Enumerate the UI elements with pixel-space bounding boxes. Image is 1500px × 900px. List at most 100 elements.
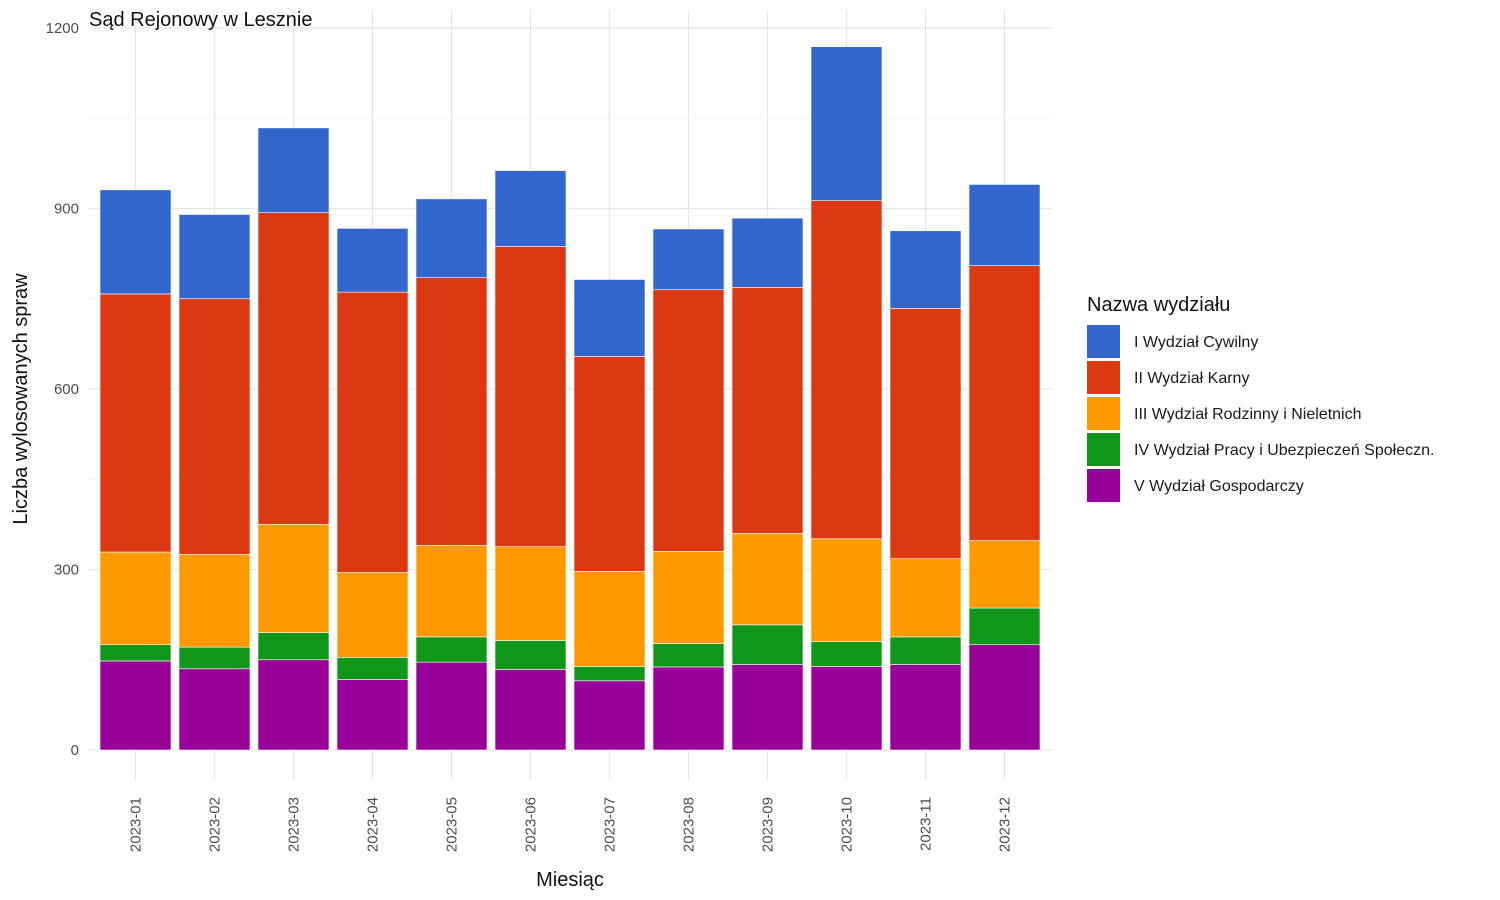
bar-stack-2023-03 [257, 127, 330, 751]
bar-segment [652, 643, 725, 668]
x-axis-ticks: 2023-01 2023-02 2023-03 2023-04 2023-05 2023-… [128, 797, 1014, 852]
bar-stack-2023-08 [652, 228, 725, 751]
legend-item: V Wydział Gospodarczy [1087, 469, 1304, 502]
bar-stack-2023-01 [99, 189, 172, 751]
x-tick-label: 2023-02 [207, 797, 224, 852]
legend-item: III Wydział Rodzinny i Nieletnich [1087, 397, 1362, 430]
bar-segment [336, 228, 409, 293]
legend-item: IV Wydział Pracy i Ubezpieczeń Społeczn. [1087, 433, 1434, 466]
bar-segment [968, 265, 1041, 541]
bar-stack-2023-06 [494, 170, 567, 751]
bar-segment [178, 214, 251, 300]
y-axis-title: Liczba wylosowanych spraw [10, 273, 32, 525]
bar-segment [889, 636, 962, 665]
x-tick-label: 2023-04 [365, 797, 382, 852]
bar-segment [99, 660, 172, 751]
y-tick-label: 0 [71, 742, 79, 759]
x-axis-title: Miesiąc [536, 869, 604, 891]
bar-segment [731, 664, 804, 751]
bar-stack-2023-10 [810, 46, 883, 751]
y-axis-ticks: 0 300 600 900 1200 [46, 20, 79, 759]
chart-title: Sąd Rejonowy w Lesznie [89, 9, 312, 31]
legend-items: I Wydział Cywilny II Wydział Karny III Wyd… [1087, 325, 1434, 502]
bar-segment [731, 533, 804, 626]
bar-segment [336, 291, 409, 573]
bar-segment [968, 540, 1041, 609]
bar-segment [652, 228, 725, 291]
bar-segment [573, 666, 646, 682]
bar-segment [336, 572, 409, 658]
x-tick-label: 2023-03 [286, 797, 303, 852]
bar-segment [494, 546, 567, 641]
bar-segment [415, 636, 488, 663]
y-tick-label: 600 [54, 381, 79, 398]
legend-label: I Wydział Cywilny [1134, 334, 1258, 351]
legend-item: II Wydział Karny [1087, 361, 1249, 394]
bar-segment [889, 308, 962, 559]
x-tick-label: 2023-11 [918, 797, 935, 851]
bar-segment [415, 661, 488, 751]
y-tick-label: 1200 [46, 20, 79, 37]
bar-segment [889, 230, 962, 309]
legend-swatch [1087, 361, 1120, 394]
legend-swatch [1087, 325, 1120, 358]
bar-stack-2023-07 [573, 279, 646, 751]
x-tick-label: 2023-10 [839, 797, 856, 852]
legend-swatch [1087, 433, 1120, 466]
bar-segment [494, 170, 567, 247]
bar-segment [257, 127, 330, 214]
bar-segment [99, 189, 172, 295]
bar-segment [178, 554, 251, 648]
bar-segment [99, 551, 172, 646]
bar-segment [810, 666, 883, 751]
bar-segment [652, 551, 725, 644]
bar-segment [573, 356, 646, 572]
x-tick-label: 2023-06 [523, 797, 540, 852]
bar-segment [494, 246, 567, 547]
bar-segment [99, 644, 172, 662]
bar-segment [573, 571, 646, 667]
bars [99, 46, 1041, 751]
bar-stack-2023-09 [731, 217, 804, 751]
bar-segment [415, 545, 488, 638]
bar-segment [178, 646, 251, 670]
bar-segment [178, 298, 251, 555]
x-tick-label: 2023-07 [602, 797, 619, 852]
bar-stack-2023-05 [415, 198, 488, 751]
bar-segment [968, 644, 1041, 751]
y-tick-label: 300 [54, 562, 79, 579]
bar-stack-2023-12 [968, 184, 1041, 751]
legend-label: III Wydział Rodzinny i Nieletnich [1134, 406, 1362, 423]
bar-segment [810, 538, 883, 643]
y-tick-label: 900 [54, 201, 79, 218]
bar-segment [415, 277, 488, 546]
bar-segment [573, 279, 646, 357]
bar-segment [415, 198, 488, 278]
bar-segment [336, 679, 409, 751]
bar-segment [573, 680, 646, 751]
bar-segment [257, 659, 330, 751]
x-tick-label: 2023-08 [681, 797, 698, 852]
bar-segment [810, 641, 883, 667]
bar-segment [810, 200, 883, 540]
x-tick-label: 2023-05 [444, 797, 461, 852]
bar-segment [810, 46, 883, 201]
legend-swatch [1087, 469, 1120, 502]
bar-stack-2023-04 [336, 228, 409, 751]
x-tick-label: 2023-01 [128, 797, 145, 852]
bar-segment [731, 287, 804, 534]
x-tick-label: 2023-12 [997, 797, 1014, 852]
bar-segment [731, 624, 804, 665]
legend: Nazwa wydziału I Wydział Cywilny II Wydzi… [1087, 294, 1434, 502]
bar-stack-2023-11 [889, 230, 962, 751]
bar-segment [889, 664, 962, 751]
legend-item: I Wydział Cywilny [1087, 325, 1258, 358]
bar-segment [968, 184, 1041, 266]
bar-segment [99, 293, 172, 553]
legend-swatch [1087, 397, 1120, 430]
x-tick-label: 2023-09 [760, 797, 777, 852]
bar-segment [257, 632, 330, 661]
bar-segment [257, 212, 330, 525]
bar-segment [652, 666, 725, 751]
